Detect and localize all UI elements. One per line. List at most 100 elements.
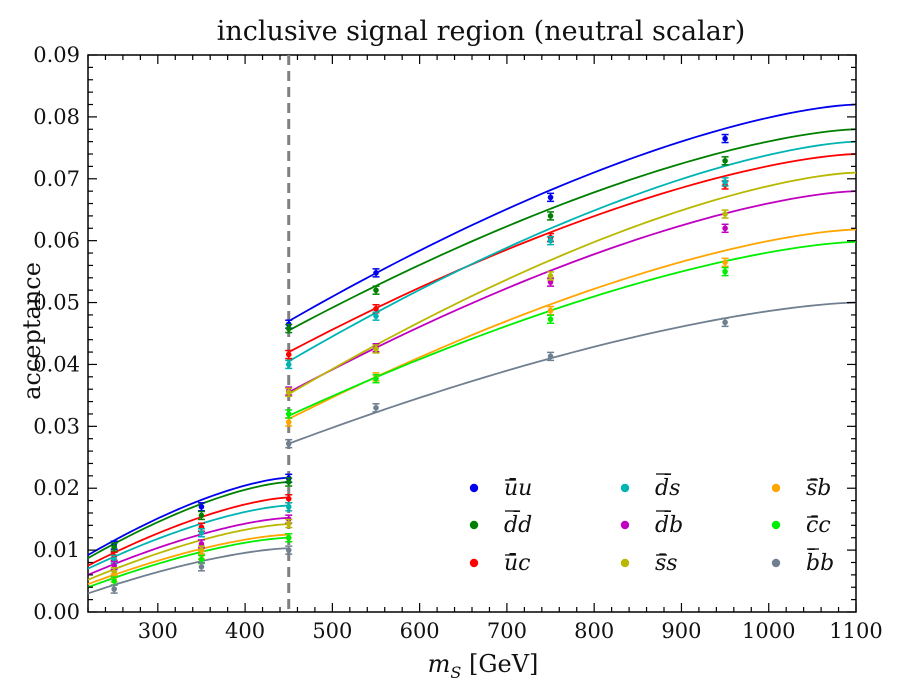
- data-points: [110, 133, 729, 594]
- fit-curve-5-low: [87, 517, 289, 576]
- y-axis-label: acceptance: [18, 262, 46, 400]
- fit-curve-9-high: [288, 301, 857, 445]
- fit-curve-6-low: [87, 523, 289, 581]
- data-point-5-high-2: [547, 277, 555, 287]
- legend-entry-6: s̄s: [620, 551, 678, 576]
- fit-curve-7-low: [87, 533, 289, 585]
- legend-marker-9: [771, 558, 781, 568]
- legend-marker-6: [620, 558, 630, 568]
- data-point-2-low-0: [110, 542, 118, 552]
- fit-curve-8-low: [87, 536, 289, 589]
- data-point-8-high-0: [285, 409, 293, 419]
- data-point-7-high-0: [285, 417, 293, 427]
- legend-label-9: b̄b: [806, 548, 834, 576]
- data-point-9-low-0: [110, 584, 118, 594]
- y-tick-label-1: 0.01: [33, 538, 80, 562]
- data-point-4-low-2: [285, 502, 293, 512]
- fit-curve-7-high: [288, 228, 857, 420]
- x-tick-label-1100: 1100: [829, 619, 882, 643]
- y-tick-label-4: 0.04: [33, 352, 80, 376]
- data-point-2-low-1: [197, 510, 205, 521]
- data-point-3-high-0: [285, 349, 293, 360]
- data-point-6-high-2: [547, 271, 555, 281]
- legend-entry-8: c̄c: [771, 513, 831, 538]
- tick-labels: 300 400 500 600 700 800 900 1000 1100 0.00 0.01 0.0…: [33, 43, 882, 643]
- data-point-9-low-2: [285, 545, 293, 555]
- x-tick-label-800: 800: [574, 619, 614, 643]
- data-point-6-high-1: [372, 344, 380, 354]
- legend-label-2: d̄d: [504, 510, 532, 538]
- data-point-4-high-2: [547, 235, 555, 246]
- data-point-9-high-0: [285, 438, 293, 449]
- x-axis-label-sub: S: [450, 663, 461, 682]
- x-axis-label-unit: [GeV]: [461, 650, 538, 678]
- data-point-9-high-2: [547, 351, 555, 362]
- legend-entry-4: d̄s: [620, 473, 680, 501]
- y-tick-label-3: 0.03: [33, 414, 80, 438]
- data-point-1-high-1: [372, 268, 380, 278]
- data-point-1-high-3: [721, 133, 729, 144]
- data-point-2-high-2: [547, 211, 555, 221]
- fit-curve-2-high: [288, 128, 857, 332]
- x-tick-label-900: 900: [661, 619, 701, 643]
- data-point-3-low-2: [285, 493, 293, 504]
- y-tick-label-9: 0.09: [33, 43, 80, 67]
- data-point-1-high-2: [547, 192, 555, 203]
- fit-curve-4-high: [288, 140, 857, 363]
- axis-ticks: [87, 54, 857, 613]
- x-tick-label-700: 700: [487, 619, 527, 643]
- data-point-8-high-1: [372, 373, 380, 384]
- fit-curve-5-high: [288, 190, 857, 394]
- data-point-2-high-3: [721, 156, 729, 166]
- data-point-7-high-2: [547, 305, 555, 316]
- data-point-9-low-1: [197, 562, 205, 572]
- data-point-8-high-3: [721, 266, 729, 277]
- legend-marker-3: [469, 558, 479, 568]
- fit-curve-6-high: [288, 171, 857, 395]
- x-tick-label-300: 300: [138, 619, 178, 643]
- legend-entry-2: d̄d: [469, 510, 532, 538]
- y-tick-label-7: 0.07: [33, 167, 80, 191]
- legend-marker-8: [771, 520, 781, 530]
- x-tick-label-400: 400: [225, 619, 265, 643]
- data-point-2-high-1: [372, 285, 380, 295]
- legend-entry-5: d̄b: [620, 510, 683, 538]
- legend-marker-4: [620, 483, 630, 493]
- data-point-9-high-3: [721, 317, 729, 328]
- data-point-2-high-0: [285, 323, 293, 334]
- legend-label-6: s̄s: [655, 551, 678, 576]
- legend-entry-1: ūu: [469, 476, 532, 501]
- fit-curves: [87, 103, 857, 595]
- legend-label-4: d̄s: [655, 473, 680, 501]
- data-point-4-high-1: [372, 311, 380, 321]
- fit-curve-9-low: [87, 547, 289, 595]
- legend-marker-7: [771, 483, 781, 493]
- legend-marker-2: [469, 520, 479, 530]
- y-tick-label-2: 0.02: [33, 476, 80, 500]
- data-point-4-low-1: [197, 528, 205, 538]
- data-point-7-high-3: [721, 257, 729, 268]
- legend-label-5: d̄b: [655, 510, 683, 538]
- y-tick-label-5: 0.05: [33, 291, 80, 315]
- y-tick-label-6: 0.06: [33, 229, 80, 253]
- x-tick-label-1000: 1000: [742, 619, 795, 643]
- y-tick-label-0: 0.00: [33, 600, 80, 624]
- chart-title: inclusive signal region (neutral scalar): [217, 16, 746, 47]
- y-tick-label-8: 0.08: [33, 105, 80, 129]
- legend-entry-3: ūc: [469, 551, 531, 576]
- x-axis-label: mS [GeV]: [428, 650, 539, 682]
- fit-curve-4-low: [87, 504, 289, 570]
- fit-curve-3-high: [288, 153, 857, 353]
- fit-curve-1-low: [87, 476, 289, 556]
- data-point-6-high-3: [721, 209, 729, 219]
- x-axis-label-main: m: [428, 650, 451, 678]
- data-point-8-low-2: [285, 532, 293, 543]
- x-tick-label-600: 600: [400, 619, 440, 643]
- data-point-8-high-2: [547, 314, 555, 325]
- fit-curve-2-low: [87, 481, 289, 559]
- data-point-4-high-3: [721, 177, 729, 187]
- data-point-4-high-0: [285, 359, 293, 370]
- data-point-9-high-1: [372, 403, 380, 413]
- fit-curve-1-high: [288, 103, 857, 322]
